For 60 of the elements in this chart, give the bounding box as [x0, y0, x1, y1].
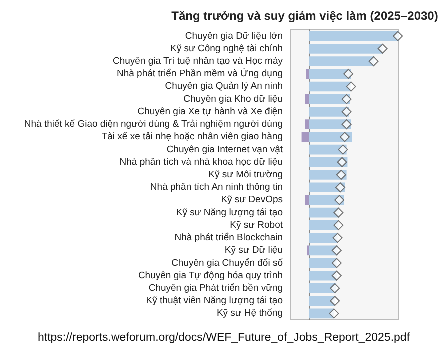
y-tick-label: Kỹ sư Môi trường: [208, 170, 283, 180]
y-tick-label: Kỹ sư Hệ thống: [216, 308, 283, 320]
y-tick-label: Chuyên gia Xe tự hành và Xe điện: [138, 106, 283, 118]
y-tick-label: Chuyên gia Phát triển bền vững: [148, 282, 283, 294]
point: [340, 132, 350, 142]
point: [368, 56, 379, 67]
point: [332, 258, 342, 268]
y-tick-label: Kỹ sư Dữ liệu: [224, 245, 283, 256]
y-tick-label: Nhà phân tích An ninh thông tin: [150, 182, 283, 194]
point: [336, 182, 346, 193]
bar: [305, 120, 309, 130]
y-tick-label: Nhà phát triển Blockchain: [174, 232, 283, 244]
y-tick-label: Kỹ sư Công nghệ tài chính: [170, 43, 283, 54]
point: [334, 195, 345, 206]
bar: [305, 195, 309, 206]
point: [330, 296, 340, 306]
point: [334, 208, 344, 218]
y-tick-label: Chuyên gia Tự động hóa quy trình: [138, 270, 283, 282]
point: [344, 69, 354, 80]
bar: [309, 220, 339, 230]
bar: [305, 94, 309, 104]
point: [346, 82, 356, 92]
text: https://reports.weforum.org/docs/WEF_Future_of_Jobs_Report_2025.pdf: [38, 332, 411, 344]
bar: [302, 132, 309, 142]
point: [378, 44, 388, 54]
point: [338, 144, 348, 155]
point: [329, 308, 340, 319]
bar: [306, 69, 309, 80]
point: [332, 233, 343, 244]
y-tick-label: Nhà phân tích và nhà khoa học dữ liệu: [120, 156, 283, 168]
bar: [309, 44, 383, 54]
point: [342, 94, 352, 104]
chart-title: Tăng trưởng và suy giảm việc làm (2025–2030): [172, 9, 438, 23]
bar: [309, 270, 337, 281]
y-tick-label: Chuyên gia Internet vạn vật: [166, 144, 284, 156]
y-tick-label: Kỹ sư DevOps: [221, 194, 284, 206]
point: [393, 31, 404, 42]
y-tick-label: Chuyên gia Trí tuệ nhân tạo và Học máy: [112, 56, 284, 68]
y-tick-label: Kỹ thuật viên Năng lượng tái tạo: [146, 296, 283, 307]
point: [330, 283, 340, 294]
bar: [309, 56, 375, 66]
y-tick-label: Chuyên gia Quản lý An ninh: [165, 81, 283, 92]
point: [332, 270, 342, 281]
bar: [309, 31, 399, 42]
point: [337, 157, 348, 168]
y-tick-label: Nhà thiết kế Giao diện người dùng & Trải nghiệm người dùng: [24, 119, 283, 130]
point: [336, 170, 346, 180]
y-tick-label: Chuyên gia Dữ liệu lớn: [185, 30, 283, 42]
point: [332, 246, 342, 256]
y-tick-label: Kỹ sư Robot: [230, 220, 284, 231]
bar: [309, 233, 338, 243]
y-tick-label: Chuyên gia Kho dữ liệu: [184, 94, 283, 105]
y-tick-label: Chuyên gia Chuyển đổi số: [172, 258, 284, 269]
y-tick-label: Nhà phát triển Phần mềm và Ứng dụng: [116, 68, 283, 80]
point: [334, 220, 344, 230]
bar: [309, 82, 352, 92]
y-tick-label: Tài xế xe tải nhẹ hoặc nhân viên giao hàng: [102, 132, 283, 143]
y-tick-label: Kỹ sư Năng lượng tái tạo: [176, 207, 283, 218]
point: [342, 120, 352, 130]
point: [342, 106, 352, 117]
